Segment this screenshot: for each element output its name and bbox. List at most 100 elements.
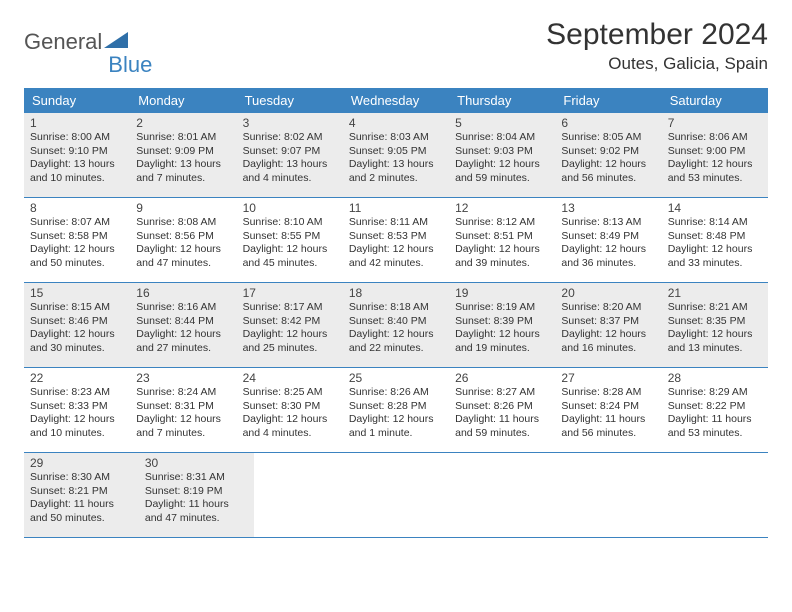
- day-cell: 13Sunrise: 8:13 AMSunset: 8:49 PMDayligh…: [555, 198, 661, 282]
- sunrise-text: Sunrise: 8:31 AM: [145, 471, 248, 485]
- week-row: 1Sunrise: 8:00 AMSunset: 9:10 PMDaylight…: [24, 113, 768, 198]
- daylight-text: Daylight: 12 hours: [561, 158, 655, 172]
- day-number: 9: [136, 201, 230, 215]
- day-number: 14: [668, 201, 762, 215]
- logo-text-blue: Blue: [108, 52, 152, 78]
- day-cell: 10Sunrise: 8:10 AMSunset: 8:55 PMDayligh…: [237, 198, 343, 282]
- daylight-text: and 36 minutes.: [561, 257, 655, 271]
- daylight-text: Daylight: 12 hours: [349, 413, 443, 427]
- daylight-text: and 4 minutes.: [243, 427, 337, 441]
- daylight-text: and 33 minutes.: [668, 257, 762, 271]
- daylight-text: Daylight: 12 hours: [243, 413, 337, 427]
- day-cell: 8Sunrise: 8:07 AMSunset: 8:58 PMDaylight…: [24, 198, 130, 282]
- sunrise-text: Sunrise: 8:28 AM: [561, 386, 655, 400]
- daylight-text: Daylight: 12 hours: [136, 243, 230, 257]
- sunset-text: Sunset: 8:28 PM: [349, 400, 443, 414]
- daylight-text: and 45 minutes.: [243, 257, 337, 271]
- sunset-text: Sunset: 8:46 PM: [30, 315, 124, 329]
- sunrise-text: Sunrise: 8:04 AM: [455, 131, 549, 145]
- day-number: 7: [668, 116, 762, 130]
- day-number: 23: [136, 371, 230, 385]
- sunset-text: Sunset: 8:30 PM: [243, 400, 337, 414]
- empty-cell: [357, 453, 460, 537]
- sunrise-text: Sunrise: 8:26 AM: [349, 386, 443, 400]
- daylight-text: Daylight: 13 hours: [136, 158, 230, 172]
- day-number: 27: [561, 371, 655, 385]
- day-cell: 24Sunrise: 8:25 AMSunset: 8:30 PMDayligh…: [237, 368, 343, 452]
- daylight-text: and 53 minutes.: [668, 172, 762, 186]
- sunset-text: Sunset: 9:10 PM: [30, 145, 124, 159]
- day-number: 12: [455, 201, 549, 215]
- sunset-text: Sunset: 8:42 PM: [243, 315, 337, 329]
- day-cell: 2Sunrise: 8:01 AMSunset: 9:09 PMDaylight…: [130, 113, 236, 197]
- daylight-text: Daylight: 11 hours: [145, 498, 248, 512]
- sunset-text: Sunset: 8:21 PM: [30, 485, 133, 499]
- logo-triangle-icon: [104, 30, 130, 55]
- daylight-text: and 53 minutes.: [668, 427, 762, 441]
- daylight-text: Daylight: 12 hours: [30, 328, 124, 342]
- day-cell: 14Sunrise: 8:14 AMSunset: 8:48 PMDayligh…: [662, 198, 768, 282]
- daylight-text: Daylight: 11 hours: [561, 413, 655, 427]
- daylight-text: and 1 minute.: [349, 427, 443, 441]
- sunset-text: Sunset: 8:39 PM: [455, 315, 549, 329]
- daylight-text: and 25 minutes.: [243, 342, 337, 356]
- sunrise-text: Sunrise: 8:05 AM: [561, 131, 655, 145]
- day-number: 28: [668, 371, 762, 385]
- daylight-text: and 47 minutes.: [136, 257, 230, 271]
- day-cell: 12Sunrise: 8:12 AMSunset: 8:51 PMDayligh…: [449, 198, 555, 282]
- day-header-row: SundayMondayTuesdayWednesdayThursdayFrid…: [24, 88, 768, 113]
- daylight-text: Daylight: 11 hours: [668, 413, 762, 427]
- daylight-text: Daylight: 11 hours: [455, 413, 549, 427]
- sunset-text: Sunset: 8:56 PM: [136, 230, 230, 244]
- daylight-text: Daylight: 12 hours: [455, 158, 549, 172]
- day-header-wednesday: Wednesday: [343, 88, 449, 113]
- day-number: 20: [561, 286, 655, 300]
- day-number: 26: [455, 371, 549, 385]
- daylight-text: and 39 minutes.: [455, 257, 549, 271]
- day-cell: 23Sunrise: 8:24 AMSunset: 8:31 PMDayligh…: [130, 368, 236, 452]
- day-number: 10: [243, 201, 337, 215]
- daylight-text: and 19 minutes.: [455, 342, 549, 356]
- sunrise-text: Sunrise: 8:27 AM: [455, 386, 549, 400]
- sunset-text: Sunset: 8:53 PM: [349, 230, 443, 244]
- sunset-text: Sunset: 8:35 PM: [668, 315, 762, 329]
- daylight-text: and 56 minutes.: [561, 172, 655, 186]
- daylight-text: Daylight: 12 hours: [30, 413, 124, 427]
- day-cell: 19Sunrise: 8:19 AMSunset: 8:39 PMDayligh…: [449, 283, 555, 367]
- sunset-text: Sunset: 8:48 PM: [668, 230, 762, 244]
- sunrise-text: Sunrise: 8:11 AM: [349, 216, 443, 230]
- day-cell: 3Sunrise: 8:02 AMSunset: 9:07 PMDaylight…: [237, 113, 343, 197]
- sunrise-text: Sunrise: 8:25 AM: [243, 386, 337, 400]
- day-number: 22: [30, 371, 124, 385]
- day-cell: 11Sunrise: 8:11 AMSunset: 8:53 PMDayligh…: [343, 198, 449, 282]
- daylight-text: Daylight: 12 hours: [561, 328, 655, 342]
- day-cell: 22Sunrise: 8:23 AMSunset: 8:33 PMDayligh…: [24, 368, 130, 452]
- sunrise-text: Sunrise: 8:17 AM: [243, 301, 337, 315]
- daylight-text: Daylight: 12 hours: [668, 243, 762, 257]
- sunset-text: Sunset: 9:00 PM: [668, 145, 762, 159]
- day-cell: 25Sunrise: 8:26 AMSunset: 8:28 PMDayligh…: [343, 368, 449, 452]
- daylight-text: and 13 minutes.: [668, 342, 762, 356]
- daylight-text: Daylight: 12 hours: [668, 158, 762, 172]
- daylight-text: and 59 minutes.: [455, 427, 549, 441]
- sunset-text: Sunset: 8:58 PM: [30, 230, 124, 244]
- sunrise-text: Sunrise: 8:02 AM: [243, 131, 337, 145]
- sunrise-text: Sunrise: 8:20 AM: [561, 301, 655, 315]
- daylight-text: and 47 minutes.: [145, 512, 248, 526]
- daylight-text: Daylight: 13 hours: [349, 158, 443, 172]
- sunrise-text: Sunrise: 8:07 AM: [30, 216, 124, 230]
- day-cell: 15Sunrise: 8:15 AMSunset: 8:46 PMDayligh…: [24, 283, 130, 367]
- daylight-text: and 10 minutes.: [30, 172, 124, 186]
- sunrise-text: Sunrise: 8:18 AM: [349, 301, 443, 315]
- daylight-text: and 7 minutes.: [136, 427, 230, 441]
- sunrise-text: Sunrise: 8:24 AM: [136, 386, 230, 400]
- daylight-text: Daylight: 12 hours: [349, 243, 443, 257]
- day-cell: 4Sunrise: 8:03 AMSunset: 9:05 PMDaylight…: [343, 113, 449, 197]
- day-cell: 21Sunrise: 8:21 AMSunset: 8:35 PMDayligh…: [662, 283, 768, 367]
- sunrise-text: Sunrise: 8:01 AM: [136, 131, 230, 145]
- day-number: 4: [349, 116, 443, 130]
- day-number: 13: [561, 201, 655, 215]
- sunrise-text: Sunrise: 8:23 AM: [30, 386, 124, 400]
- day-number: 19: [455, 286, 549, 300]
- sunset-text: Sunset: 8:31 PM: [136, 400, 230, 414]
